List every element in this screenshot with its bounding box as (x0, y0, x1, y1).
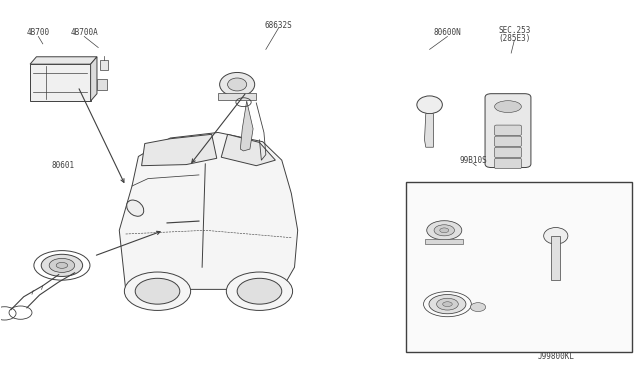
Text: 99B10S: 99B10S (459, 155, 487, 165)
FancyBboxPatch shape (495, 136, 522, 147)
Ellipse shape (49, 259, 75, 272)
FancyBboxPatch shape (495, 125, 522, 135)
PathPatch shape (30, 57, 97, 64)
Ellipse shape (429, 295, 466, 314)
Bar (425, 239, 463, 244)
Ellipse shape (417, 96, 442, 113)
PathPatch shape (141, 134, 217, 166)
Bar (30, 64, 91, 101)
Ellipse shape (434, 225, 454, 236)
Ellipse shape (228, 78, 246, 91)
PathPatch shape (424, 113, 433, 147)
Circle shape (237, 278, 282, 304)
FancyBboxPatch shape (495, 158, 522, 169)
FancyBboxPatch shape (495, 147, 522, 158)
Bar (97, 79, 106, 90)
PathPatch shape (119, 132, 298, 289)
Text: 80601: 80601 (51, 161, 74, 170)
PathPatch shape (91, 57, 97, 101)
Text: (285E3): (285E3) (498, 34, 531, 43)
Circle shape (135, 278, 180, 304)
Circle shape (227, 272, 292, 310)
Ellipse shape (220, 73, 255, 96)
Circle shape (470, 303, 486, 311)
Text: 4B700: 4B700 (27, 28, 50, 37)
Text: 80600N: 80600N (433, 28, 461, 37)
Ellipse shape (427, 221, 462, 240)
Bar (551, 236, 560, 280)
PathPatch shape (221, 134, 275, 166)
Text: 68632S: 68632S (265, 21, 292, 30)
Circle shape (124, 272, 191, 310)
Text: J99800KL: J99800KL (537, 352, 574, 361)
FancyBboxPatch shape (485, 94, 531, 167)
Ellipse shape (41, 254, 83, 276)
Ellipse shape (440, 228, 449, 233)
Ellipse shape (543, 228, 568, 244)
Ellipse shape (56, 262, 68, 268)
PathPatch shape (241, 101, 253, 151)
Bar (406, 182, 632, 352)
Bar (218, 93, 256, 100)
Ellipse shape (443, 302, 452, 307)
Ellipse shape (495, 101, 522, 112)
Text: 4B700A: 4B700A (70, 28, 98, 37)
Ellipse shape (127, 200, 144, 216)
Text: SEC.253: SEC.253 (498, 26, 531, 35)
Bar (100, 61, 108, 70)
Ellipse shape (436, 298, 458, 310)
